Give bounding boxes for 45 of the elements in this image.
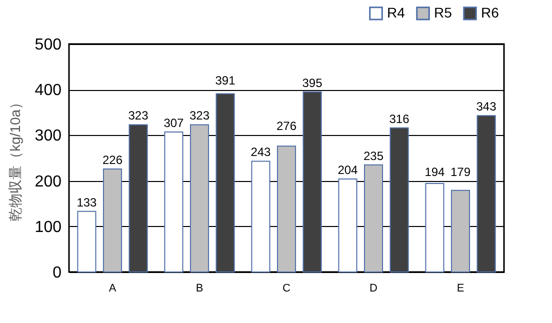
y-tick-label: 300 (34, 128, 62, 145)
y-tick-label: 400 (34, 82, 62, 100)
data-label: 194 (424, 164, 446, 179)
bar (190, 124, 210, 272)
data-label: 323 (128, 108, 149, 123)
bar (338, 178, 358, 272)
bar (102, 168, 122, 272)
data-label: 133 (76, 195, 98, 210)
data-label: 307 (164, 116, 184, 130)
legend-label: R5 (434, 4, 452, 20)
y-tick-label: 500 (34, 36, 62, 54)
y-tick-label: 0 (52, 264, 62, 282)
data-label: 179 (450, 164, 471, 179)
x-tick-label: D (370, 282, 378, 294)
y-axis-title: 乾物収量（kg/10a） (6, 95, 23, 222)
data-label: 395 (302, 76, 323, 90)
data-label: 243 (250, 145, 272, 160)
bar (77, 210, 96, 272)
bar (276, 146, 296, 272)
data-label: 226 (102, 152, 123, 167)
data-label: 343 (476, 100, 497, 114)
bar (216, 93, 235, 272)
data-label: 276 (276, 119, 297, 134)
data-label: 391 (215, 74, 236, 88)
bar (390, 127, 409, 272)
bar (364, 164, 384, 272)
bar (450, 190, 470, 272)
x-tick-label: A (108, 282, 117, 294)
bar (128, 124, 148, 272)
x-tick-label: C (282, 282, 291, 294)
x-tick-label: E (456, 282, 464, 294)
y-tick-label: 200 (34, 173, 62, 190)
data-label: 323 (189, 108, 210, 123)
bar (476, 115, 496, 272)
data-label: 235 (363, 148, 384, 163)
legend-label: R6 (481, 4, 500, 20)
x-tick-label: B (196, 282, 204, 294)
bar (251, 160, 270, 272)
bar (164, 132, 184, 272)
bar (302, 91, 322, 272)
legend-label: R4 (387, 4, 406, 20)
data-label: 316 (389, 112, 410, 126)
bar (425, 183, 444, 272)
y-tick-label: 100 (34, 218, 62, 236)
data-label: 204 (338, 162, 358, 177)
